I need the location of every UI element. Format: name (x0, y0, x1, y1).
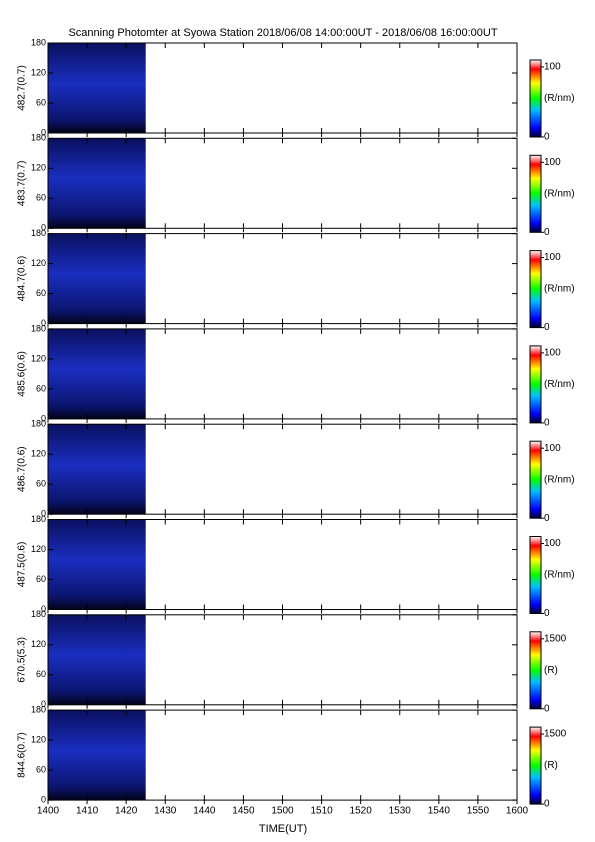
y-axis-label: 844.6(0.7) (17, 732, 28, 778)
y-tick-label: 60 (36, 479, 46, 489)
x-axis-label: TIME(UT) (259, 823, 307, 835)
y-tick-label: 180 (31, 704, 46, 714)
y-tick-label: 0 (41, 699, 46, 709)
y-axis-label: 486.7(0.6) (17, 446, 28, 492)
y-axis-label: 670.5(5.3) (17, 637, 28, 683)
y-tick-label: 120 (31, 734, 46, 744)
colorbar-tick-label: 0 (544, 608, 550, 619)
y-tick-label: 0 (41, 413, 46, 423)
colorbar-tick-label: 0 (544, 418, 550, 429)
x-tick-label: 1400 (37, 806, 60, 817)
colorbar (529, 154, 542, 233)
x-tick-label: 1440 (193, 806, 216, 817)
x-tick-label: 1430 (154, 806, 177, 817)
colorbar-tick-label: 0 (544, 322, 550, 333)
y-tick-label: 0 (41, 794, 46, 804)
x-tick-label: 1520 (350, 806, 373, 817)
y-tick-label: 180 (31, 133, 46, 143)
colorbar-label: (R/nm) (544, 93, 575, 104)
y-tick-label: 180 (31, 419, 46, 429)
x-tick-label: 1540 (428, 806, 451, 817)
heatmap (48, 710, 146, 801)
colorbar-tick-label: 1500 (544, 729, 567, 740)
chart-title: Scanning Photomter at Syowa Station 2018… (68, 27, 497, 39)
colorbar-tick-label: 100 (544, 157, 561, 168)
y-axis-label: 484.7(0.6) (17, 256, 28, 302)
colorbar-tick-label: 100 (544, 348, 561, 359)
x-tick-label: 1600 (506, 806, 529, 817)
x-tick-label: 1550 (467, 806, 490, 817)
x-tick-label: 1420 (115, 806, 138, 817)
colorbar-tick-label: 100 (544, 252, 561, 263)
y-tick-label: 60 (36, 764, 46, 774)
colorbar (529, 440, 542, 519)
x-tick-label: 1500 (271, 806, 294, 817)
y-axis-label: 485.6(0.6) (17, 351, 28, 397)
colorbar (529, 536, 542, 614)
y-tick-label: 60 (36, 97, 46, 107)
colorbar-tick-label: 0 (544, 799, 550, 810)
colorbar-label: (R) (544, 665, 558, 676)
y-tick-label: 60 (36, 669, 46, 679)
colorbar (529, 631, 542, 710)
y-tick-label: 0 (41, 604, 46, 614)
y-tick-label: 120 (31, 353, 46, 363)
colorbar (529, 250, 542, 329)
y-tick-label: 180 (31, 37, 46, 47)
y-tick-label: 60 (36, 574, 46, 584)
heatmap (48, 328, 146, 419)
x-tick-label: 1410 (76, 806, 99, 817)
heatmap (48, 424, 146, 515)
colorbar-tick-label: 100 (544, 62, 561, 73)
y-tick-label: 0 (41, 318, 46, 328)
colorbar-label: (R/nm) (544, 379, 575, 390)
heatmap (48, 233, 146, 324)
heatmap (48, 138, 146, 229)
colorbar (529, 726, 542, 805)
colorbar (529, 345, 542, 424)
colorbar-tick-label: 100 (544, 538, 561, 549)
y-tick-label: 120 (31, 163, 46, 173)
y-tick-label: 180 (31, 609, 46, 619)
heatmap (48, 43, 146, 133)
y-tick-label: 180 (31, 514, 46, 524)
y-tick-label: 120 (31, 67, 46, 77)
colorbar (529, 59, 542, 138)
y-axis-label: 482.7(0.7) (17, 65, 28, 111)
y-tick-label: 120 (31, 449, 46, 459)
colorbar-tick-label: 0 (544, 132, 550, 143)
y-tick-label: 0 (41, 127, 46, 137)
colorbar-label: (R/nm) (544, 188, 575, 199)
colorbar-label: (R/nm) (544, 284, 575, 295)
y-axis-label: 487.5(0.6) (17, 542, 28, 588)
y-tick-label: 0 (41, 223, 46, 233)
y-tick-label: 60 (36, 288, 46, 298)
colorbar-tick-label: 1500 (544, 633, 567, 644)
y-tick-label: 0 (41, 509, 46, 519)
colorbar-tick-label: 0 (544, 703, 550, 714)
colorbar-label: (R) (544, 760, 558, 771)
colorbar-label: (R/nm) (544, 474, 575, 485)
x-tick-label: 1530 (389, 806, 412, 817)
y-tick-label: 180 (31, 228, 46, 238)
y-tick-label: 120 (31, 258, 46, 268)
colorbar-tick-label: 0 (544, 513, 550, 524)
heatmap (48, 519, 146, 610)
heatmap (48, 614, 146, 705)
y-tick-label: 180 (31, 323, 46, 333)
x-tick-label: 1510 (310, 806, 333, 817)
colorbar-tick-label: 0 (544, 227, 550, 238)
y-tick-label: 120 (31, 639, 46, 649)
y-tick-label: 60 (36, 383, 46, 393)
colorbar-tick-label: 100 (544, 443, 561, 454)
y-tick-label: 60 (36, 193, 46, 203)
y-tick-label: 120 (31, 544, 46, 554)
colorbar-label: (R/nm) (544, 570, 575, 581)
x-tick-label: 1450 (232, 806, 255, 817)
y-axis-label: 483.7(0.7) (17, 161, 28, 207)
